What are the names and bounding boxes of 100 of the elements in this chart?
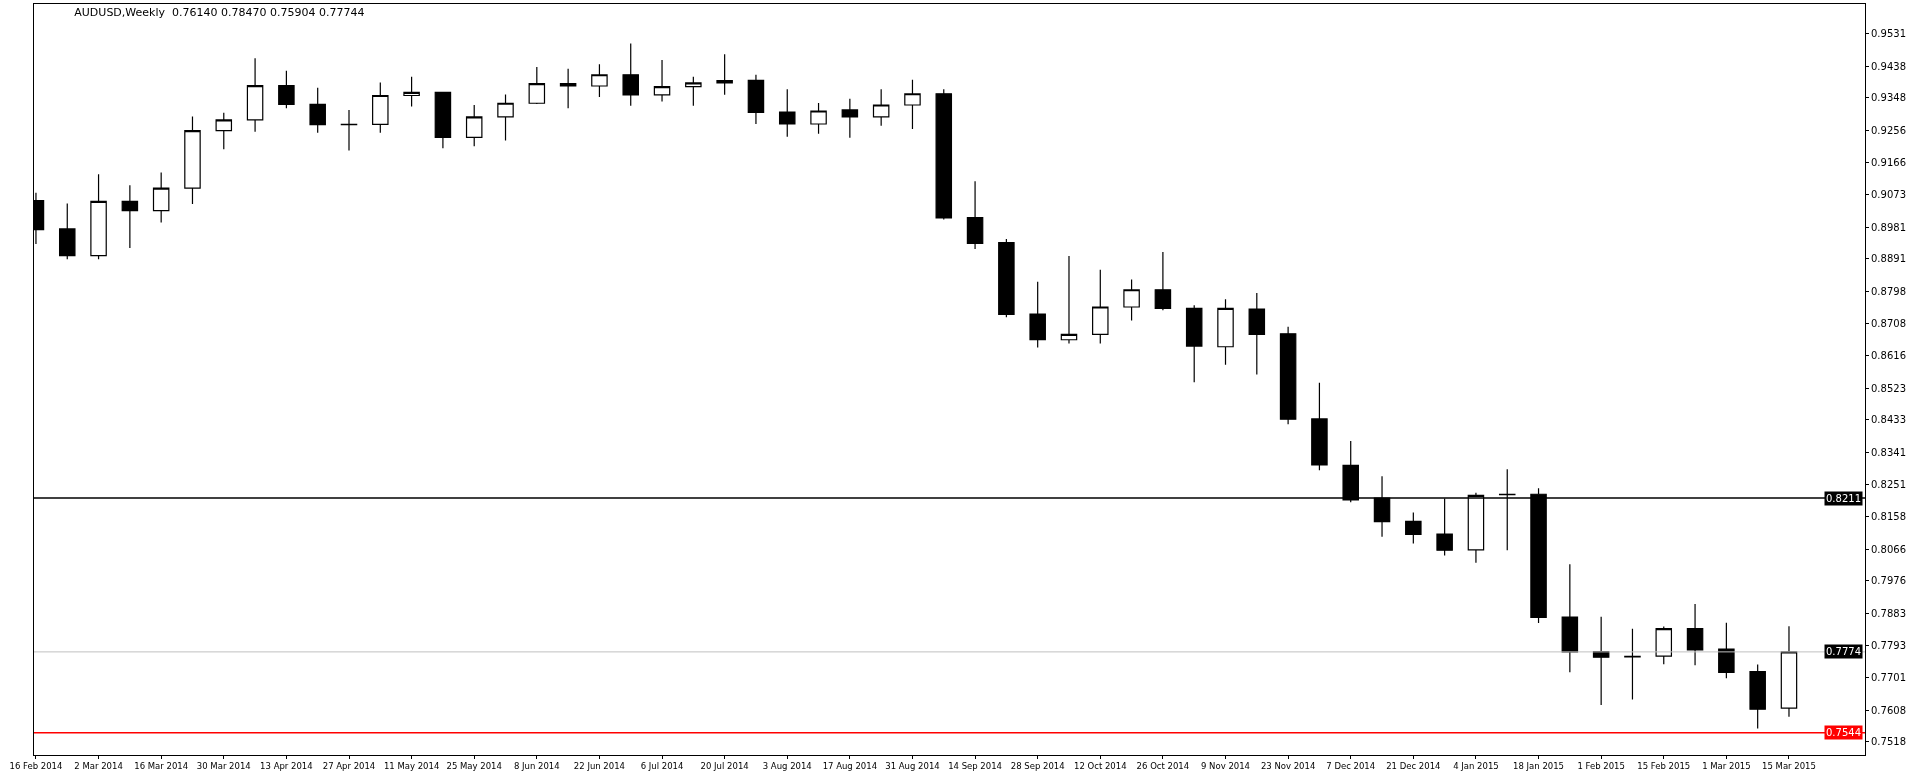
candlestick [403,76,420,108]
x-tick-label: 3 Aug 2014 [762,761,812,772]
candlestick [152,171,170,224]
x-tick-label: 20 Jul 2014 [700,761,749,772]
x-tick-label: 6 Jul 2014 [640,761,684,772]
ref-line-label: 0.7774 [1826,646,1861,657]
candlestick [716,53,733,96]
y-tick-label: 0.9438 [1871,60,1906,72]
y-tick-label: 0.7883 [1871,608,1906,620]
x-tick-label: 18 Jan 2015 [1513,761,1565,772]
y-tick-label: 0.8981 [1871,221,1906,233]
y-tick-label: 0.9348 [1871,92,1906,104]
candlestick [1624,628,1641,700]
candlestick [747,74,765,125]
candlestick [215,112,233,150]
candlestick [810,102,827,135]
candlestick [372,81,389,134]
candlestick [998,238,1015,318]
x-tick-label: 26 Oct 2014 [1136,761,1190,772]
y-tick-label: 0.9073 [1871,189,1906,201]
x-tick-label: 23 Nov 2014 [1260,761,1316,772]
y-tick-label: 0.8616 [1871,350,1906,362]
y-tick-label: 0.7701 [1871,672,1906,684]
x-tick-label: 11 May 2014 [383,761,440,772]
candlestick [1279,326,1297,425]
ref-line-label: 0.7544 [1826,727,1861,738]
candlestick [497,93,514,142]
candlestick [935,88,953,220]
x-tick-label: 17 Aug 2014 [822,761,878,772]
candlestick [685,76,702,107]
y-tick-label: 0.8251 [1871,478,1906,490]
candlestick [1217,298,1234,366]
candlestick [591,63,608,98]
candlestick [121,184,139,249]
x-tick-label: 12 Oct 2014 [1074,761,1127,772]
candlestick [1248,292,1266,376]
candlestick [904,79,921,130]
candlestick [1405,511,1422,545]
y-tick-label: 0.8341 [1871,446,1906,458]
candlestick [1749,663,1766,730]
x-tick-label: 27 Apr 2014 [322,761,376,772]
x-tick-label: 30 Mar 2014 [196,761,251,772]
x-tick-label: 25 May 2014 [446,761,502,772]
candlestick [1311,382,1328,471]
x-tick-label: 1 Mar 2015 [1702,761,1751,772]
candlestick [1154,251,1172,311]
x-tick-label: 16 Mar 2014 [134,761,189,772]
candlestick [622,42,639,107]
x-tick-label: 7 Dec 2014 [1326,761,1376,772]
candlestick [1686,603,1704,666]
candlestick [1060,255,1078,345]
y-tick-label: 0.8433 [1871,414,1906,426]
candlestick [340,109,358,151]
y-tick-label: 0.7608 [1871,704,1906,716]
candlestick [1092,269,1109,345]
y-tick-label: 0.8158 [1871,511,1906,523]
y-tick-label: 0.8891 [1871,253,1906,265]
y-tick-label: 0.8066 [1871,543,1906,555]
y-tick-label: 0.8798 [1871,286,1906,298]
x-tick-label: 21 Dec 2014 [1386,761,1441,772]
candlestick [778,88,796,138]
x-tick-label: 28 Sep 2014 [1010,761,1065,772]
candlestick [246,57,264,133]
ref-line-label: 0.8211 [1826,493,1861,504]
x-tick-label: 22 Jun 2014 [573,761,625,772]
candlestick [872,88,890,127]
y-tick-label: 0.9256 [1871,124,1906,136]
candlestick [465,104,483,147]
candlestick [58,202,76,260]
x-tick-label: 31 Aug 2014 [885,761,940,772]
y-tick-label: 0.7518 [1871,736,1906,748]
x-tick-label: 15 Mar 2015 [1762,761,1816,772]
y-tick-label: 0.7976 [1871,575,1906,587]
y-tick-label: 0.9531 [1871,28,1906,40]
x-tick-label: 16 Feb 2014 [9,761,63,772]
y-tick-label: 0.7793 [1871,639,1906,651]
candlestick [1655,625,1673,665]
candlestick [1561,563,1579,673]
x-tick-label: 14 Sep 2014 [948,761,1003,772]
x-tick-label: 1 Feb 2015 [1577,761,1625,772]
candlestick [653,59,671,103]
candlestick [1123,278,1140,321]
x-tick-label: 15 Feb 2015 [1637,761,1691,772]
chart-title: AUDUSD,Weekly 0.76140 0.78470 0.75904 0.77744 [74,6,365,20]
y-tick-label: 0.8708 [1871,317,1906,329]
candlestick [184,116,201,205]
y-tick-label: 0.8523 [1871,382,1906,394]
candlestick [1780,625,1798,718]
candlestick [841,98,859,139]
candlestick [278,70,295,109]
candlestick [309,87,326,134]
x-tick-label: 8 Jun 2014 [513,761,560,772]
candlestick [1718,622,1735,679]
candlestick [966,180,984,250]
x-tick-label: 4 Jan 2015 [1453,761,1499,772]
candlestick [1029,281,1046,349]
x-tick-label: 2 Mar 2014 [74,761,123,772]
candlestick [528,66,546,105]
x-tick-label: 13 Apr 2014 [260,761,313,772]
x-tick-label: 9 Nov 2014 [1200,761,1251,772]
